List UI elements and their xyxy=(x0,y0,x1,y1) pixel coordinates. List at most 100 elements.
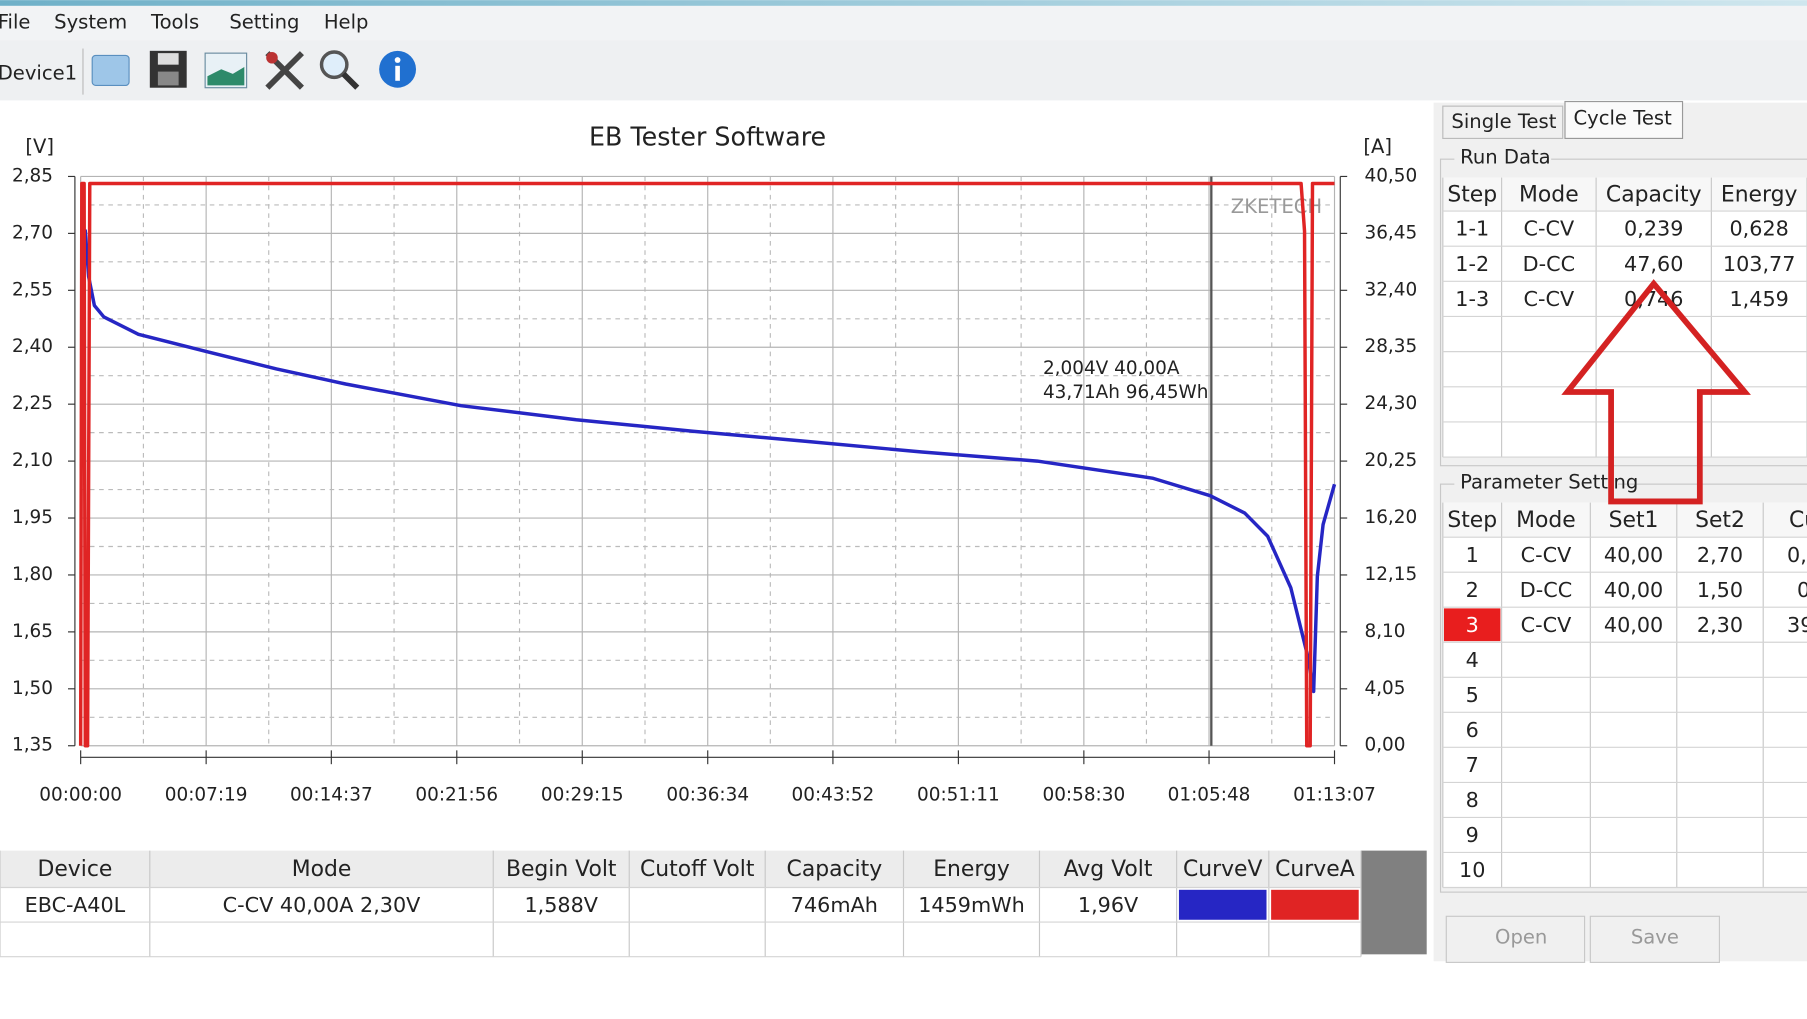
x-tick-label: 01:05:48 xyxy=(1168,784,1251,805)
cell: 1459mWh xyxy=(918,893,1025,917)
cell: C-CV xyxy=(1524,287,1575,311)
cursor-readout: 43,71Ah 96,45Wh xyxy=(1043,382,1209,403)
column-header: Capacity xyxy=(1606,182,1702,207)
column-header: Set2 xyxy=(1695,508,1745,533)
y2-tick-label: 4,05 xyxy=(1364,678,1405,699)
cell: 6 xyxy=(1466,718,1479,742)
cell: C-CV xyxy=(1521,613,1572,637)
series-line xyxy=(78,181,1335,748)
x-tick-label: 00:51:11 xyxy=(917,784,1000,805)
cell: EBC-A40L xyxy=(25,893,126,917)
column-header: CurveV xyxy=(1183,857,1263,882)
column-header: Cutoff Volt xyxy=(640,857,755,882)
cell: 7 xyxy=(1466,753,1479,777)
column-header: Cu xyxy=(1789,508,1807,533)
menu-item[interactable]: Tools xyxy=(150,11,199,34)
x-tick-label: 00:36:34 xyxy=(666,784,749,805)
y-tick-label: 2,25 xyxy=(12,393,53,414)
cell: 8 xyxy=(1466,788,1479,812)
tab-label[interactable]: Cycle Test xyxy=(1573,106,1672,129)
cell: 39, xyxy=(1787,613,1807,637)
y2-tick-label: 40,50 xyxy=(1364,165,1417,186)
column-header: Energy xyxy=(933,857,1010,882)
cell: 0,628 xyxy=(1729,217,1788,241)
save-icon[interactable] xyxy=(149,50,187,88)
info-icon[interactable] xyxy=(379,50,417,88)
group-title-bg xyxy=(1454,145,1552,171)
group-box xyxy=(1439,158,1807,467)
column-header: Set1 xyxy=(1609,508,1659,533)
column-header: Mode xyxy=(1519,182,1579,207)
tools-icon[interactable] xyxy=(265,51,304,90)
button[interactable] xyxy=(1445,915,1586,963)
curve-swatch xyxy=(1271,889,1359,920)
y-tick-label: 1,80 xyxy=(12,564,53,585)
table-header-bg xyxy=(0,850,1362,888)
y-tick-label: 2,70 xyxy=(12,222,53,243)
y2-tick-label: 36,45 xyxy=(1364,222,1417,243)
column-header: Mode xyxy=(1516,508,1576,533)
y-tick-label: 1,35 xyxy=(12,735,53,756)
x-tick-label: 00:29:15 xyxy=(541,784,624,805)
search-icon[interactable] xyxy=(319,50,360,90)
open-icon[interactable] xyxy=(91,54,130,86)
x-tick-label: 00:43:52 xyxy=(792,784,875,805)
x-tick-label: 00:07:19 xyxy=(165,784,248,805)
cell: 1,588V xyxy=(524,893,598,917)
cell: 9 xyxy=(1466,823,1479,847)
cell: 0 xyxy=(1797,578,1807,602)
column-header: Capacity xyxy=(787,857,883,882)
y2-tick-label: 24,30 xyxy=(1364,393,1417,414)
cell: 2 xyxy=(1466,578,1479,602)
y2-tick-label: 0,00 xyxy=(1364,735,1405,756)
watermark: ZKETECH xyxy=(1231,195,1322,218)
column-header: Mode xyxy=(292,857,352,882)
cell: D-CC xyxy=(1520,578,1572,602)
y-tick-label: 1,95 xyxy=(12,507,53,528)
y-tick-label: 2,55 xyxy=(12,279,53,300)
curve-swatch xyxy=(1178,889,1267,920)
button-label[interactable]: Open xyxy=(1495,926,1547,949)
cell: 5 xyxy=(1466,683,1479,707)
y-tick-label: 2,85 xyxy=(12,165,53,186)
y-tick-label: 2,10 xyxy=(12,450,53,471)
cell: 40,00 xyxy=(1604,578,1663,602)
cell: 2,30 xyxy=(1697,613,1743,637)
cursor-readout: 2,004V 40,00A xyxy=(1043,358,1180,379)
column-header: Energy xyxy=(1721,182,1798,207)
x-tick-label: 01:13:07 xyxy=(1293,784,1376,805)
column-header: Step xyxy=(1447,182,1497,207)
chart-panel xyxy=(0,102,1432,848)
button[interactable] xyxy=(1589,915,1720,963)
tab-active[interactable] xyxy=(1564,100,1684,139)
y2-tick-label: 28,35 xyxy=(1364,336,1417,357)
y2-tick-label: 16,20 xyxy=(1364,507,1417,528)
table-body xyxy=(1442,502,1807,888)
cell: C-CV 40,00A 2,30V xyxy=(223,893,422,917)
column-header: Device xyxy=(38,857,113,882)
group-title: Run Data xyxy=(1460,146,1551,169)
menu-item[interactable]: Help xyxy=(324,11,369,34)
column-header: Step xyxy=(1447,508,1497,533)
x-tick-label: 00:14:37 xyxy=(290,784,373,805)
toolbar xyxy=(0,40,1807,101)
menu-item[interactable]: System xyxy=(54,11,127,34)
tab-label[interactable]: Single Test xyxy=(1451,110,1556,133)
cell: 4 xyxy=(1466,648,1479,672)
tab[interactable] xyxy=(1442,105,1564,139)
menu-bar xyxy=(0,5,1807,41)
y2-tick-label: 32,40 xyxy=(1364,279,1417,300)
device-label: Device1 xyxy=(0,61,77,84)
menu-item[interactable]: File xyxy=(0,11,30,34)
button-label[interactable]: Save xyxy=(1631,926,1679,949)
x-tick-label: 00:58:30 xyxy=(1042,784,1125,805)
chart-title: EB Tester Software xyxy=(589,121,826,151)
cell: 47,60 xyxy=(1624,252,1683,276)
cell: 0,239 xyxy=(1624,217,1683,241)
chart-icon[interactable] xyxy=(204,52,248,89)
menu-item[interactable]: Setting xyxy=(229,11,299,34)
column-header: Avg Volt xyxy=(1064,857,1153,882)
group-title-bg xyxy=(1454,470,1619,496)
